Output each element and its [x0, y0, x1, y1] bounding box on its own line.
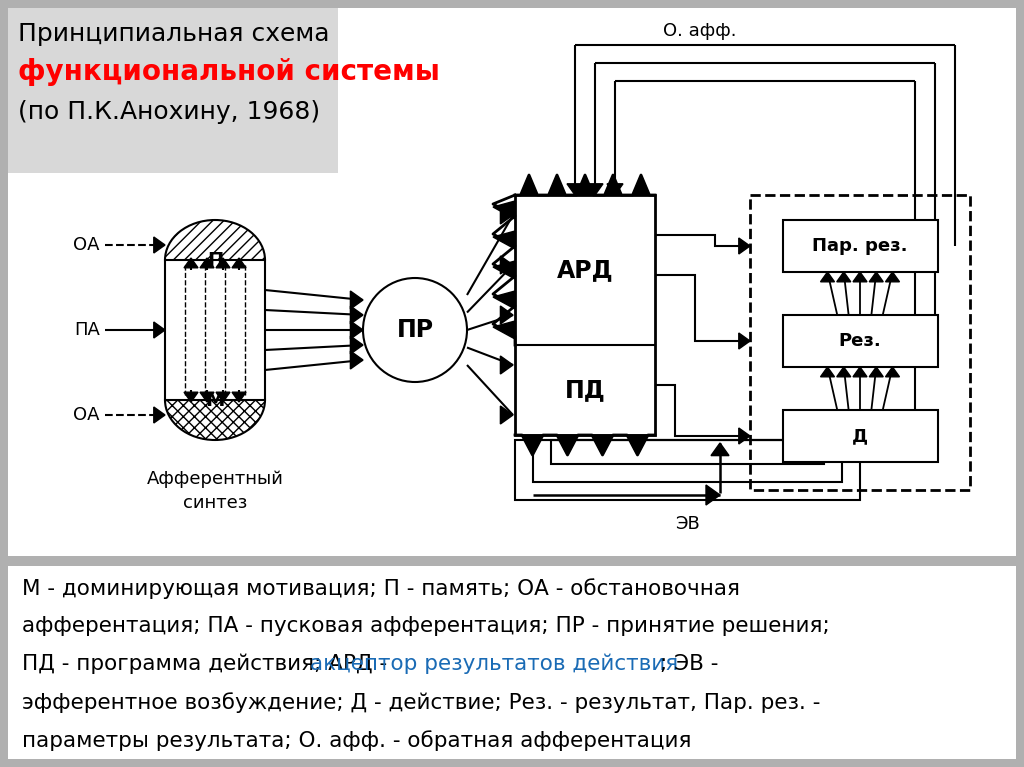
Text: О. афф.: О. афф.: [664, 22, 736, 40]
Text: функциональной системы: функциональной системы: [18, 58, 440, 86]
Polygon shape: [522, 435, 543, 455]
Polygon shape: [567, 184, 583, 195]
Text: ОА: ОА: [74, 236, 100, 254]
Polygon shape: [493, 201, 515, 219]
Text: ПР: ПР: [396, 318, 433, 342]
Polygon shape: [232, 258, 246, 268]
Polygon shape: [501, 256, 513, 274]
Ellipse shape: [165, 360, 265, 440]
Polygon shape: [493, 231, 515, 249]
Polygon shape: [886, 367, 899, 377]
Polygon shape: [154, 322, 165, 338]
Polygon shape: [184, 392, 198, 402]
Bar: [515, 440, 860, 500]
Polygon shape: [350, 336, 362, 354]
Polygon shape: [520, 175, 538, 195]
Text: Д: Д: [852, 427, 868, 445]
Polygon shape: [501, 356, 513, 374]
Polygon shape: [592, 435, 613, 455]
Polygon shape: [820, 272, 835, 281]
Polygon shape: [738, 428, 750, 444]
Polygon shape: [350, 351, 362, 369]
Text: ПД - программа действия; АРД -: ПД - программа действия; АРД -: [22, 654, 394, 674]
Polygon shape: [493, 291, 515, 309]
Text: Афферентный
синтез: Афферентный синтез: [146, 470, 284, 512]
Polygon shape: [557, 435, 578, 455]
Polygon shape: [350, 291, 362, 309]
Polygon shape: [154, 237, 165, 253]
Polygon shape: [350, 321, 362, 339]
Polygon shape: [869, 272, 884, 281]
Bar: [783, 220, 938, 272]
Polygon shape: [706, 485, 720, 505]
Polygon shape: [154, 407, 165, 423]
Bar: [551, 440, 824, 464]
Polygon shape: [232, 392, 246, 402]
Polygon shape: [853, 367, 867, 377]
Polygon shape: [216, 258, 230, 268]
Text: афферентация; ПА - пусковая афферентация; ПР - принятие решения;: афферентация; ПА - пусковая афферентация…: [22, 616, 829, 636]
Text: эфферентное возбуждение; Д - действие; Рез. - результат, Пар. рез. -: эфферентное возбуждение; Д - действие; Р…: [22, 692, 820, 713]
Text: (по П.К.Анохину, 1968): (по П.К.Анохину, 1968): [18, 100, 321, 124]
Text: ПА: ПА: [74, 321, 100, 339]
Polygon shape: [184, 258, 198, 268]
Text: параметры результата; О. афф. - обратная афферентация: параметры результата; О. афф. - обратная…: [22, 730, 691, 751]
Bar: [783, 410, 938, 462]
Bar: [515, 195, 655, 435]
Text: ОА: ОА: [74, 406, 100, 424]
Polygon shape: [886, 272, 899, 281]
Polygon shape: [501, 306, 513, 324]
Text: акцептор результатов действия: акцептор результатов действия: [310, 654, 678, 674]
Text: ; ЭВ -: ; ЭВ -: [660, 654, 719, 674]
Polygon shape: [837, 367, 851, 377]
Bar: [783, 315, 938, 367]
Polygon shape: [607, 184, 623, 195]
Text: ПД: ПД: [564, 378, 605, 402]
Polygon shape: [587, 184, 603, 195]
Polygon shape: [350, 306, 362, 324]
Polygon shape: [501, 406, 513, 424]
Bar: [8, 556, 1016, 566]
Bar: [534, 440, 842, 482]
Bar: [8, 8, 338, 173]
Bar: [8, 566, 1016, 759]
Polygon shape: [820, 367, 835, 377]
Polygon shape: [738, 333, 750, 349]
Polygon shape: [549, 175, 565, 195]
Bar: [8, 8, 1016, 556]
Polygon shape: [200, 392, 214, 402]
Polygon shape: [869, 367, 884, 377]
Polygon shape: [493, 321, 515, 339]
Text: П: П: [207, 251, 223, 269]
Bar: [750, 195, 970, 490]
Text: Принципиальная схема: Принципиальная схема: [18, 22, 330, 46]
Text: М: М: [206, 390, 224, 410]
Polygon shape: [604, 175, 622, 195]
Text: АРД: АРД: [557, 258, 613, 282]
Polygon shape: [216, 392, 230, 402]
Text: Пар. рез.: Пар. рез.: [812, 237, 907, 255]
Bar: [165, 260, 265, 400]
Ellipse shape: [165, 220, 265, 300]
Polygon shape: [493, 261, 515, 279]
Polygon shape: [627, 435, 648, 455]
Polygon shape: [633, 175, 649, 195]
Circle shape: [362, 278, 467, 382]
Polygon shape: [853, 272, 867, 281]
Polygon shape: [837, 272, 851, 281]
Polygon shape: [200, 258, 214, 268]
Polygon shape: [501, 206, 513, 224]
Text: М - доминирующая мотивация; П - память; ОА - обстановочная: М - доминирующая мотивация; П - память; …: [22, 578, 740, 599]
Text: Рез.: Рез.: [839, 332, 882, 350]
Polygon shape: [577, 175, 593, 195]
Polygon shape: [711, 443, 729, 456]
Text: ЭВ: ЭВ: [675, 515, 699, 533]
Polygon shape: [738, 238, 750, 254]
